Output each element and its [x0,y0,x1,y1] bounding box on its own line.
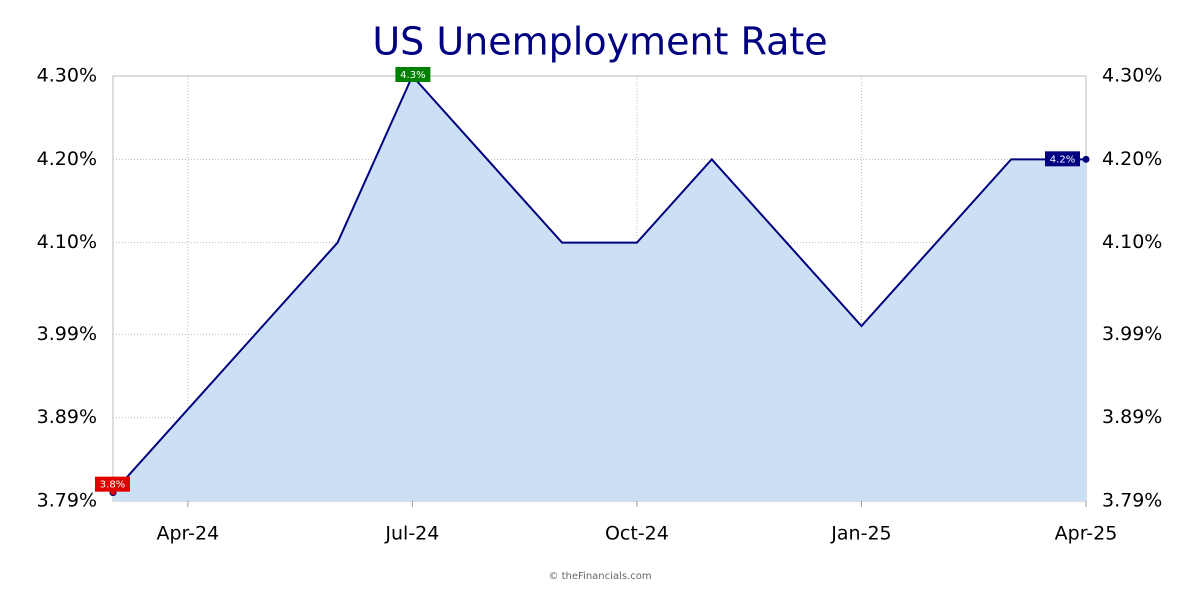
y-tick-label: 4.20% [37,148,97,170]
x-tick-label: Apr-25 [1055,523,1118,545]
line [112,74,1086,494]
y2-tick-label: 4.30% [1102,65,1162,87]
y-tick-label: 4.10% [37,231,97,253]
y2-tick-label: 3.79% [1102,490,1162,512]
value-label-box [395,67,431,82]
y2-tick-label: 3.99% [1102,323,1162,345]
source: © theFinancials.com [548,571,651,582]
value-label: 3.8% [100,480,125,491]
y-tick-label: 4.30% [37,65,97,87]
marker [1082,155,1090,163]
x-tick-label: Jul-24 [384,523,439,545]
y-tick-label: 3.99% [37,323,97,345]
x-tick-label: Jan-25 [830,523,891,545]
y2-tick-label: 4.20% [1102,148,1162,170]
x-tick-label: Oct-24 [605,523,669,545]
area-fill [113,76,1086,501]
chart-title: US Unemployment Rate [372,20,827,64]
value-label-box [1045,151,1080,167]
y2-tick-label: 3.89% [1102,406,1162,428]
y-tick-label: 3.79% [37,490,97,512]
y-tick-label: 3.89% [37,406,97,428]
value-label: 4.2% [1050,154,1075,165]
y2-tick-label: 4.10% [1102,231,1162,253]
value-label-box [95,476,130,492]
x-tick-label: Apr-24 [157,523,220,545]
value-label: 4.3% [400,70,425,81]
